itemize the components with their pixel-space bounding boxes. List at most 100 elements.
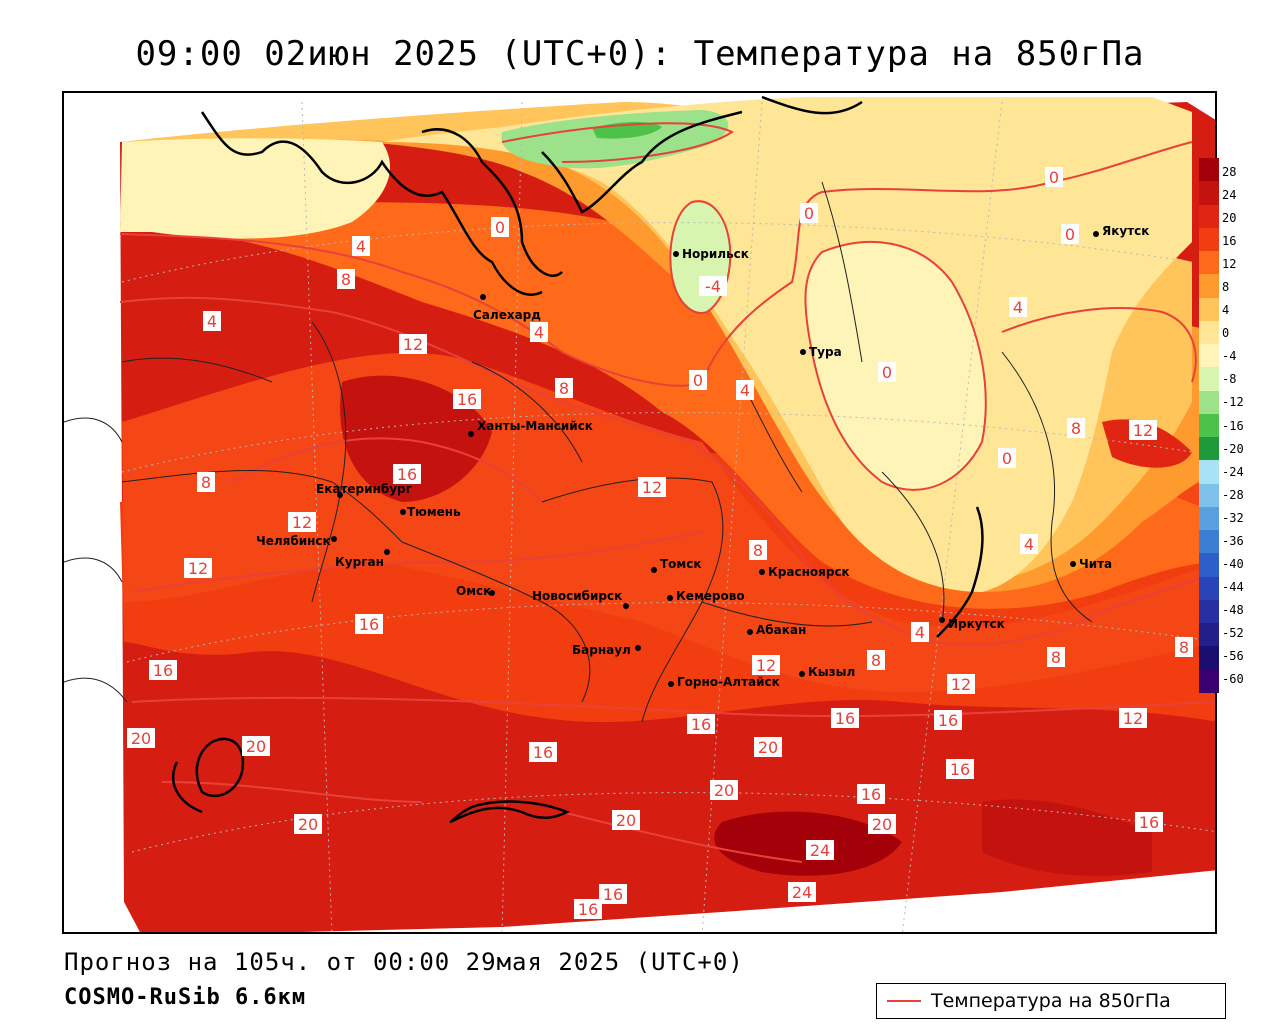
admin-borders [64, 181, 1093, 723]
colorbar-tick-label: -24 [1222, 464, 1244, 479]
city-dot-icon [799, 671, 805, 677]
colorbar-tick-label: 12 [1222, 257, 1237, 272]
isotherm-label-bg [530, 322, 548, 342]
isotherm-value-label: 0 [495, 218, 505, 237]
city-label: Чита [1079, 557, 1112, 571]
isotherm-label-bg [612, 810, 640, 830]
temperature-map: 0 0 0 0 0 0 0 -4 4 4 4 4 4 4 4 8 8 8 8 8 8 8 8 12 12 12 12 12 12 12 12… [62, 91, 1217, 934]
isotherm-label-bg [736, 380, 754, 400]
isotherm-value-label: 0 [1002, 449, 1012, 468]
isotherm-label-bg [868, 814, 896, 834]
city-dot-icon [331, 536, 337, 542]
city-dot-icon [668, 681, 674, 687]
isotherm-label-bg [911, 622, 929, 642]
city-label: Барнаул [572, 643, 631, 657]
city-label: Горно-Алтайск [677, 675, 780, 689]
isotherm-label-bg [946, 759, 974, 779]
colorbar-tick-label: -44 [1222, 579, 1244, 594]
isotherm-label-bg [867, 650, 885, 670]
city-markers: Норильск Якутск Салехард Тура Ханты-Мансийск… [256, 224, 1149, 689]
city-label: Норильск [682, 247, 749, 261]
city-dot-icon [480, 294, 486, 300]
isotherm-label-bg [638, 477, 666, 497]
isotherm-value-label: 16 [359, 615, 379, 634]
isotherm-label-bg [689, 370, 707, 390]
isotherm-label-bg [1175, 637, 1193, 657]
isotherm-value-label: 8 [1179, 638, 1189, 657]
legend-label: Температура на 850гПа [931, 990, 1171, 1012]
city-dot-icon [747, 629, 753, 635]
colorbar-tick-label: -48 [1222, 602, 1244, 617]
isotherm-label-bg [574, 899, 602, 919]
isotherm-label-bg [1047, 647, 1065, 667]
isotherm-label-bg [197, 472, 215, 492]
isotherm-value-label: 0 [1065, 225, 1075, 244]
isotherm-label-bg [1020, 534, 1038, 554]
isotherm-value-label: 12 [951, 675, 971, 694]
isotherm-label-bg [599, 884, 627, 904]
city-label: Томск [660, 557, 702, 571]
isotherm-label-bg [149, 660, 177, 680]
isotherm-value-label: 16 [533, 743, 553, 762]
isotherm-label-bg [393, 464, 421, 484]
field-cold-north [501, 110, 729, 169]
colorbar-segment [1199, 413, 1219, 438]
isotherm-label-bg [399, 334, 427, 354]
isotherm-label-bg [242, 736, 270, 756]
isotherm-value-label: 20 [131, 729, 151, 748]
colorbar-tick-label: -52 [1222, 625, 1244, 640]
isotherm-value-label: 12 [292, 513, 312, 532]
isotherm-value-label: 4 [534, 323, 544, 342]
colorbar-segment [1199, 669, 1219, 694]
city-label: Ханты-Мансийск [477, 419, 593, 433]
colorbar-tick-label: 28 [1222, 165, 1237, 179]
city-dot-icon [384, 549, 390, 555]
city-label: Челябинск [256, 534, 331, 548]
colorbar-tick-label: 20 [1222, 211, 1237, 226]
isotherm-value-label: 12 [403, 335, 423, 354]
isotherm-value-label: 0 [882, 363, 892, 382]
city-dot-icon [667, 595, 673, 601]
city-label: Кемерово [676, 589, 745, 603]
forecast-info: Прогноз на 105ч. от 00:00 29мая 2025 (UT… [64, 948, 744, 976]
isotherm-label-bg [857, 784, 885, 804]
isotherm-value-label: 16 [603, 885, 623, 904]
city-dot-icon [337, 492, 343, 498]
isotherm-label-bg [491, 217, 509, 237]
isotherm-label-bg [788, 882, 816, 902]
colorbar-segment [1199, 483, 1219, 508]
isotherm-value-label: 12 [756, 656, 776, 675]
city-dot-icon [673, 251, 679, 257]
city-dot-icon [489, 590, 495, 596]
isotherm-value-label: 8 [871, 651, 881, 670]
isotherm-value-label: 4 [915, 623, 925, 642]
isotherm-value-label: 16 [1139, 813, 1159, 832]
colorbar-segment [1199, 460, 1219, 485]
city-dot-icon [1093, 231, 1099, 237]
city-dot-icon [1070, 561, 1076, 567]
colorbar-tick-label: -28 [1222, 487, 1244, 502]
isotherm-label-bg [800, 203, 818, 223]
colorbar-tick-label: 8 [1222, 280, 1230, 295]
isotherm-value-label: 16 [835, 709, 855, 728]
colorbar-segment [1199, 227, 1219, 252]
colorbar-tick-label: -60 [1222, 672, 1244, 686]
isotherm-label-bg [294, 814, 322, 834]
isotherm-value-label: -4 [705, 277, 721, 296]
isotherm-value-label: 4 [1024, 535, 1034, 554]
city-dot-icon [759, 569, 765, 575]
isotherm-label-bg [184, 558, 212, 578]
city-dot-icon [635, 645, 641, 651]
city-dot-icon [623, 603, 629, 609]
isotherm-label-bg [1067, 418, 1085, 438]
isotherm-label-bg [337, 269, 355, 289]
isotherm-label-bg [352, 236, 370, 256]
isotherm-label-bg [687, 714, 715, 734]
city-label: Курган [335, 555, 384, 569]
field-light-yellow [382, 97, 1192, 592]
isotherm-value-label: 12 [1133, 421, 1153, 440]
isotherm-value-label: 8 [753, 541, 763, 560]
temperature-colorbar [1199, 158, 1219, 694]
